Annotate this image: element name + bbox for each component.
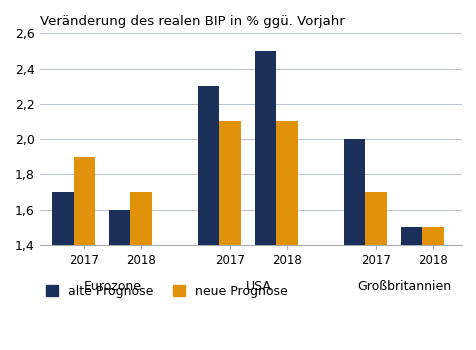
Bar: [130, 192, 151, 245]
Bar: [198, 86, 219, 245]
Bar: [52, 192, 73, 245]
Bar: [109, 210, 130, 245]
Bar: [365, 192, 386, 245]
Bar: [276, 121, 297, 245]
Bar: [343, 139, 365, 245]
Bar: [73, 157, 95, 245]
Text: Veränderung des realen BIP in % ggü. Vorjahr: Veränderung des realen BIP in % ggü. Vor…: [40, 15, 344, 28]
Legend: alte Prognose, neue Prognose: alte Prognose, neue Prognose: [46, 285, 287, 298]
Bar: [219, 121, 240, 245]
Bar: [254, 51, 276, 245]
Bar: [421, 227, 443, 245]
Bar: [400, 227, 421, 245]
